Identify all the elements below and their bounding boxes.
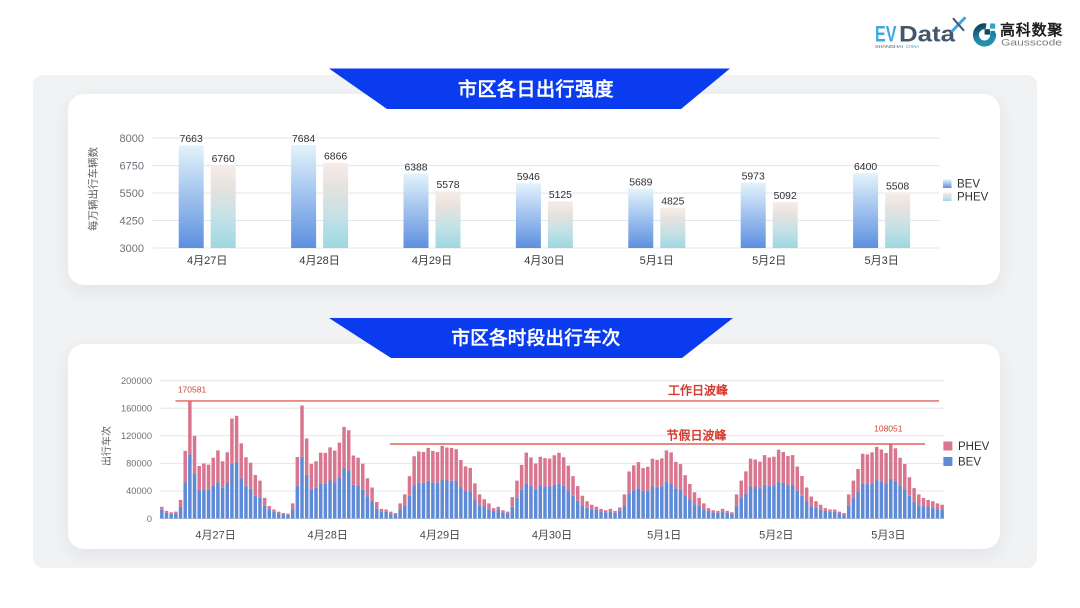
svg-text:EV: EV — [875, 22, 897, 47]
svg-text:4月28日: 4月28日 — [308, 530, 348, 542]
svg-text:4月30日: 4月30日 — [524, 255, 564, 267]
svg-text:5973: 5973 — [742, 171, 765, 182]
svg-text:6760: 6760 — [212, 154, 235, 165]
svg-text:5月1日: 5月1日 — [640, 255, 674, 267]
svg-text:7684: 7684 — [292, 134, 315, 145]
svg-text:5500: 5500 — [120, 188, 144, 200]
svg-text:高科数聚: 高科数聚 — [1000, 21, 1063, 39]
svg-text:4月27日: 4月27日 — [187, 255, 227, 267]
svg-text:6750: 6750 — [120, 160, 144, 172]
svg-text:5578: 5578 — [436, 180, 459, 191]
svg-text:5月1日: 5月1日 — [647, 530, 681, 542]
svg-text:4月28日: 4月28日 — [299, 255, 339, 267]
svg-text:6388: 6388 — [404, 162, 427, 173]
svg-text:CHINA: CHINA — [906, 44, 920, 50]
svg-text:4250: 4250 — [120, 215, 144, 227]
svg-text:8000: 8000 — [120, 133, 144, 145]
svg-text:工作日波峰: 工作日波峰 — [668, 383, 729, 398]
svg-text:Data: Data — [899, 22, 956, 47]
svg-text:5月3日: 5月3日 — [871, 530, 905, 542]
svg-text:6400: 6400 — [854, 162, 877, 173]
svg-text:PHEV: PHEV — [958, 441, 990, 453]
svg-text:4月29日: 4月29日 — [412, 255, 452, 267]
svg-text:170581: 170581 — [178, 385, 207, 395]
svg-text:BEV: BEV — [957, 179, 980, 191]
svg-text:市区各日出行强度: 市区各日出行强度 — [458, 78, 615, 101]
svg-text:120000: 120000 — [121, 431, 152, 441]
svg-text:3000: 3000 — [120, 243, 144, 255]
svg-text:Gausscode: Gausscode — [1001, 38, 1062, 49]
svg-text:5125: 5125 — [549, 190, 572, 201]
svg-text:4月30日: 4月30日 — [532, 530, 572, 542]
svg-text:每万辆出行车辆数: 每万辆出行车辆数 — [87, 147, 100, 231]
svg-text:4825: 4825 — [661, 197, 684, 208]
svg-text:7663: 7663 — [180, 134, 203, 145]
svg-text:6866: 6866 — [324, 152, 347, 163]
svg-text:4月29日: 4月29日 — [420, 530, 460, 542]
svg-text:出行车次: 出行车次 — [100, 426, 113, 466]
svg-text:5月2日: 5月2日 — [759, 530, 793, 542]
svg-text:PHEV: PHEV — [957, 192, 989, 204]
svg-text:市区各时段出行车次: 市区各时段出行车次 — [451, 328, 620, 349]
svg-text:SHANGHAI: SHANGHAI — [875, 44, 903, 50]
svg-text:80000: 80000 — [126, 459, 152, 469]
svg-text:5月2日: 5月2日 — [752, 255, 786, 267]
svg-text:108051: 108051 — [874, 424, 903, 434]
svg-text:200000: 200000 — [121, 376, 152, 386]
svg-text:5946: 5946 — [517, 172, 540, 183]
svg-text:节假日波峰: 节假日波峰 — [666, 428, 727, 443]
svg-text:BEV: BEV — [958, 457, 981, 469]
svg-text:5689: 5689 — [629, 178, 652, 189]
svg-text:4月27日: 4月27日 — [195, 530, 235, 542]
svg-text:0: 0 — [147, 514, 152, 524]
svg-text:5月3日: 5月3日 — [864, 255, 898, 267]
svg-text:160000: 160000 — [121, 404, 152, 414]
svg-text:40000: 40000 — [126, 486, 152, 496]
svg-text:5092: 5092 — [774, 191, 797, 202]
svg-text:5508: 5508 — [886, 182, 909, 193]
